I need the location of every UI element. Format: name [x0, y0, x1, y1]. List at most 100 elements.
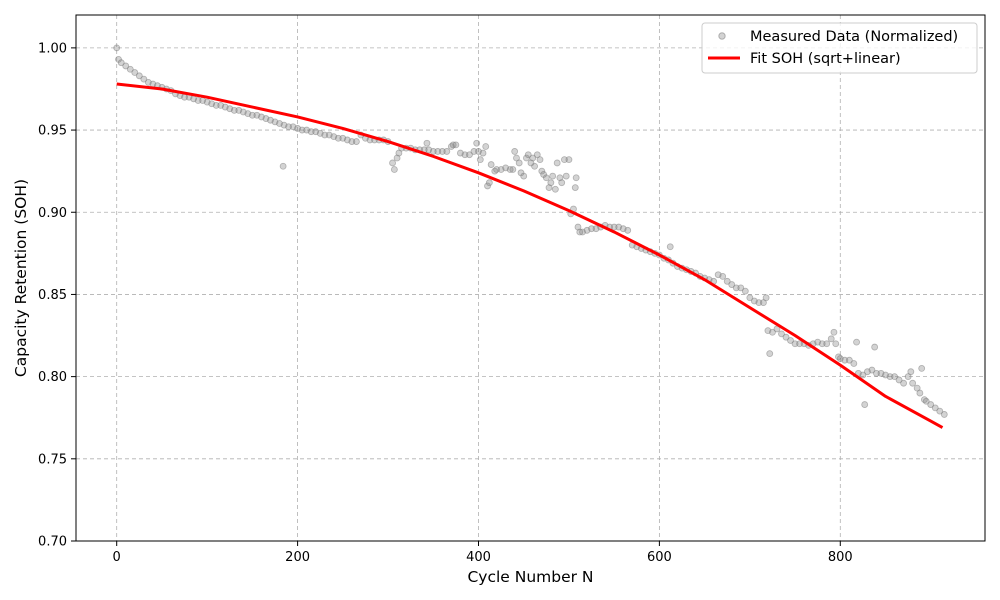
data-point	[515, 159, 523, 167]
data-point	[117, 59, 125, 67]
data-point	[918, 365, 926, 372]
data-point	[909, 379, 917, 387]
y-tick-label: 0.70	[38, 535, 67, 550]
x-tick-label: 800	[828, 550, 853, 565]
data-point	[547, 179, 555, 187]
legend-marker-measured	[718, 32, 726, 40]
data-point	[443, 148, 451, 155]
y-axis: 0.70 0.75 0.80 0.85 0.90 0.95 1.00	[38, 41, 76, 550]
data-point	[536, 156, 544, 164]
data-point	[479, 149, 487, 157]
data-point	[484, 182, 491, 190]
data-point	[553, 159, 561, 167]
data-point	[542, 174, 550, 182]
data-point	[940, 411, 948, 418]
data-point	[762, 294, 770, 302]
data-point	[473, 139, 481, 147]
x-axis: 0 200 400 600 800	[113, 541, 853, 565]
data-point	[389, 159, 396, 167]
data-point	[845, 356, 853, 364]
data-point	[719, 272, 727, 280]
data-point	[574, 223, 582, 231]
x-tick-label: 400	[466, 550, 491, 565]
data-point	[551, 185, 559, 193]
data-point	[624, 226, 632, 234]
data-point	[907, 368, 915, 376]
data-point	[782, 333, 790, 341]
data-point	[746, 294, 754, 302]
data-point	[485, 179, 493, 187]
data-point	[140, 75, 148, 83]
data-point	[572, 174, 580, 182]
x-tick-label: 200	[285, 550, 310, 565]
data-point	[666, 243, 674, 251]
y-tick-label: 0.75	[38, 452, 67, 467]
data-point	[900, 379, 907, 387]
data-point	[778, 330, 785, 338]
data-point	[279, 162, 287, 170]
y-tick-label: 0.80	[38, 370, 67, 385]
data-point	[830, 328, 838, 336]
data-point	[861, 401, 869, 408]
data-point	[393, 154, 401, 162]
data-point	[850, 360, 858, 367]
data-point	[823, 340, 831, 348]
data-point	[936, 407, 944, 415]
legend: Measured Data (Normalized) Fit SOH (sqrt…	[701, 22, 978, 74]
data-point	[787, 337, 794, 344]
data-point	[832, 340, 840, 348]
y-axis-label: Capacity Retention (SOH)	[12, 179, 30, 377]
x-tick-label: 0	[113, 550, 121, 565]
data-point	[482, 143, 490, 150]
data-point	[511, 148, 519, 155]
y-tick-label: 0.85	[38, 288, 67, 303]
y-tick-label: 0.90	[38, 206, 67, 221]
data-point	[741, 287, 749, 295]
data-point	[565, 156, 573, 164]
data-point	[529, 154, 537, 162]
data-point	[352, 138, 360, 145]
data-point	[466, 151, 473, 159]
data-point	[891, 373, 898, 381]
data-point	[487, 161, 495, 168]
data-point	[766, 350, 774, 358]
data-point	[549, 172, 557, 180]
legend-box	[701, 22, 978, 74]
data-point	[390, 166, 398, 173]
data-point	[728, 281, 736, 288]
data-point	[737, 284, 745, 292]
data-point	[135, 72, 143, 80]
data-point	[895, 376, 903, 384]
plot-frame	[75, 14, 986, 542]
data-point	[868, 366, 876, 374]
data-point	[524, 151, 532, 159]
y-tick-label: 1.00	[38, 41, 67, 56]
data-point	[871, 343, 879, 351]
fit-line	[116, 82, 944, 429]
data-point	[531, 162, 538, 170]
data-point	[122, 62, 130, 70]
data-point	[859, 371, 867, 379]
data-point	[827, 335, 835, 343]
data-point	[562, 172, 570, 180]
data-point	[509, 166, 517, 173]
data-point	[538, 167, 546, 175]
data-point	[131, 69, 139, 76]
data-point	[916, 389, 924, 397]
series-fit-line	[116, 82, 944, 429]
data-point	[452, 141, 460, 149]
data-point	[556, 174, 564, 182]
data-point	[853, 338, 860, 346]
data-point	[423, 139, 431, 147]
data-point	[476, 156, 484, 164]
legend-label-fit: Fit SOH (sqrt+linear)	[750, 51, 901, 67]
x-tick-label: 600	[647, 550, 672, 565]
data-point	[723, 277, 731, 285]
data-point	[571, 184, 579, 191]
data-point	[545, 184, 553, 191]
legend-label-measured: Measured Data (Normalized)	[750, 29, 958, 45]
data-point	[126, 65, 134, 73]
data-point	[520, 172, 528, 180]
